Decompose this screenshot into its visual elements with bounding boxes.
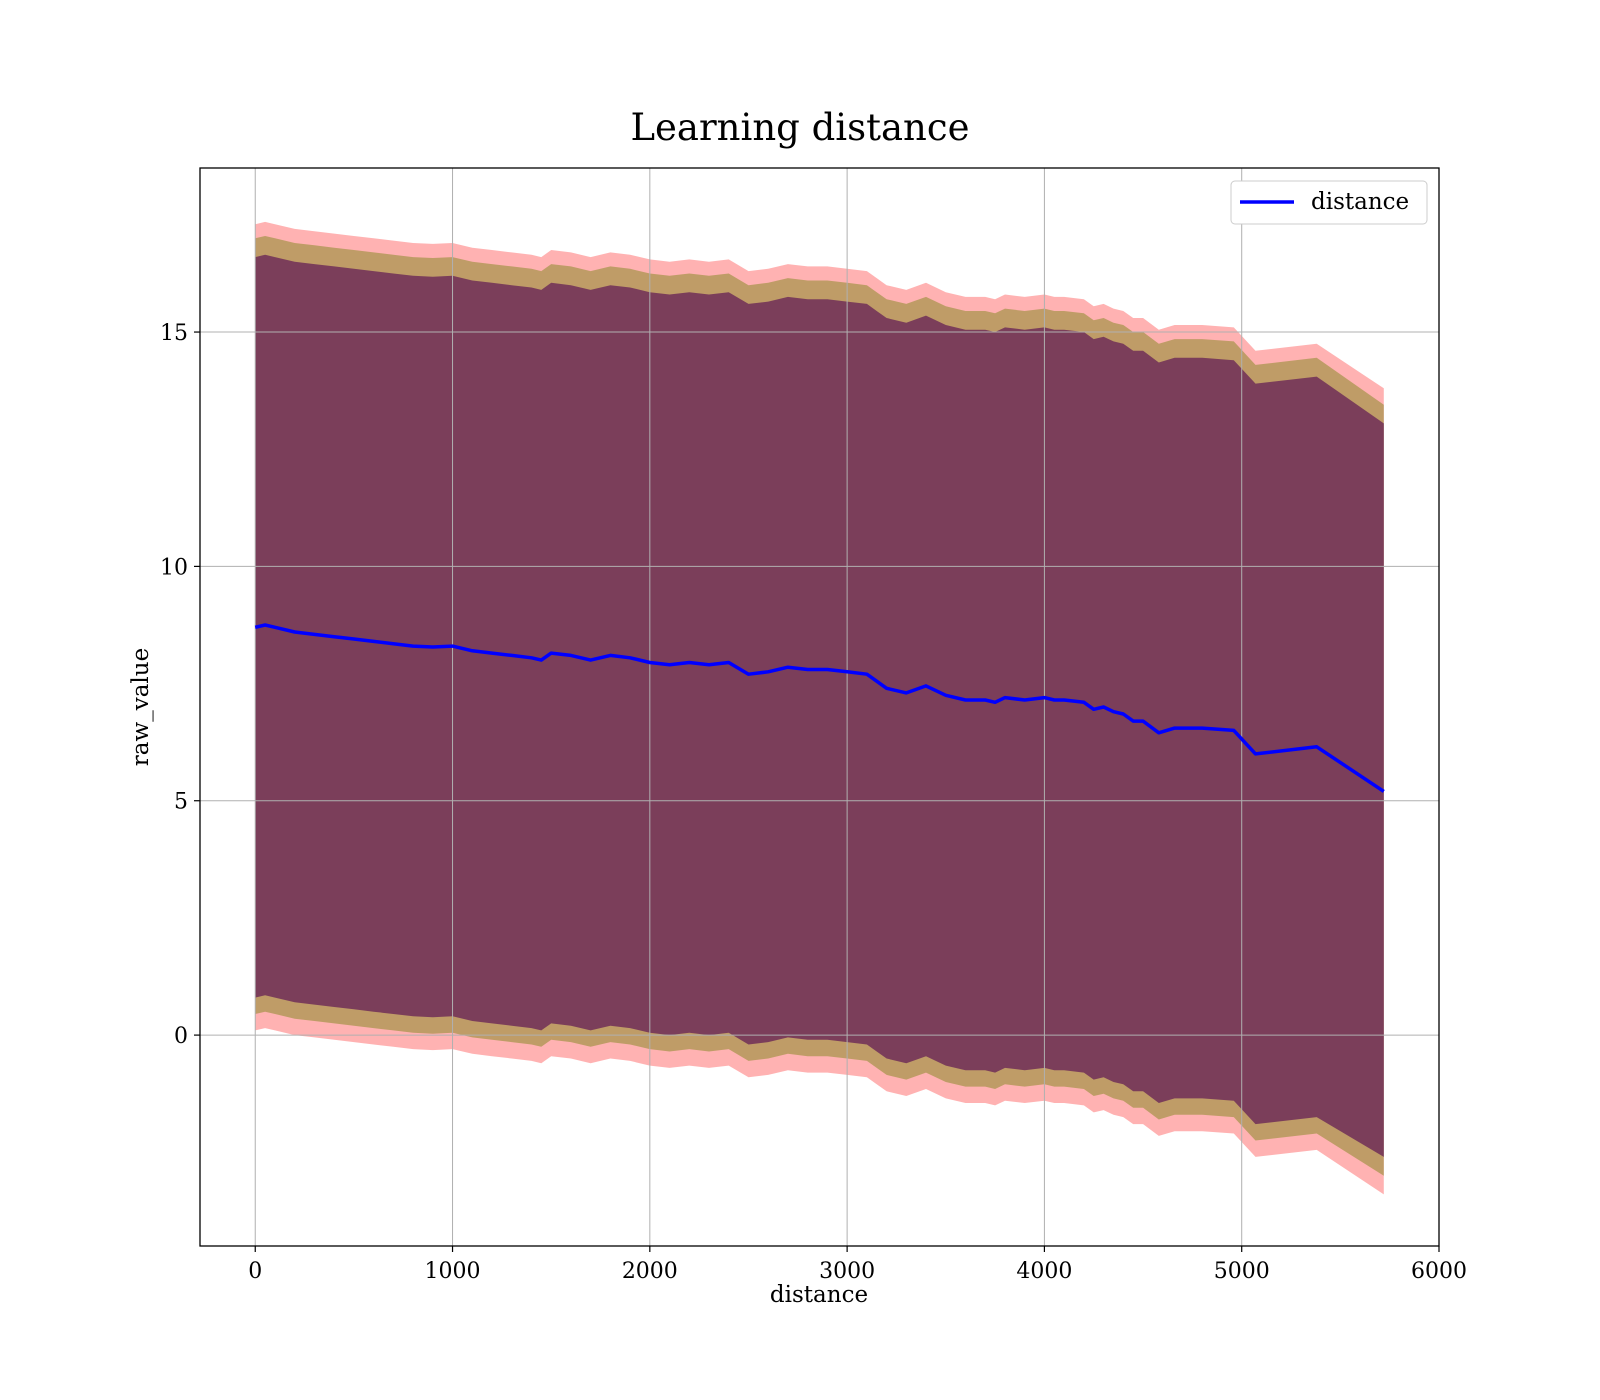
x-axis-label: distance	[770, 1282, 868, 1308]
x-tick-label: 5000	[1214, 1259, 1270, 1284]
y-tick-label: 15	[160, 321, 188, 346]
legend-label-distance: distance	[1311, 189, 1409, 215]
x-tick-label: 0	[248, 1259, 262, 1284]
plot-frame	[199, 167, 1440, 1247]
grid	[200, 168, 1440, 1246]
y-axis-label: raw_value	[128, 648, 154, 766]
x-tick-label: 2000	[622, 1259, 678, 1284]
chart-title: Learning distance	[630, 106, 969, 149]
y-tick-label: 10	[160, 555, 188, 580]
confidence-bands	[255, 221, 1384, 1195]
y-tick-label: 0	[174, 1024, 188, 1049]
legend: distance	[1230, 180, 1428, 225]
x-tick-label: 4000	[1016, 1259, 1072, 1284]
series-line-distance	[254, 623, 1385, 793]
band-inner	[255, 254, 1384, 1157]
legend-box	[1230, 180, 1428, 225]
y-tick-label: 5	[174, 790, 188, 815]
x-tick-label: 3000	[819, 1259, 875, 1284]
axis-ticks: 0 1000 2000 3000 4000 5000 6000 0 5 10 15	[160, 321, 1467, 1284]
x-tick-label: 1000	[425, 1259, 481, 1284]
series-lines	[254, 623, 1385, 793]
x-tick-label: 6000	[1411, 1259, 1467, 1284]
